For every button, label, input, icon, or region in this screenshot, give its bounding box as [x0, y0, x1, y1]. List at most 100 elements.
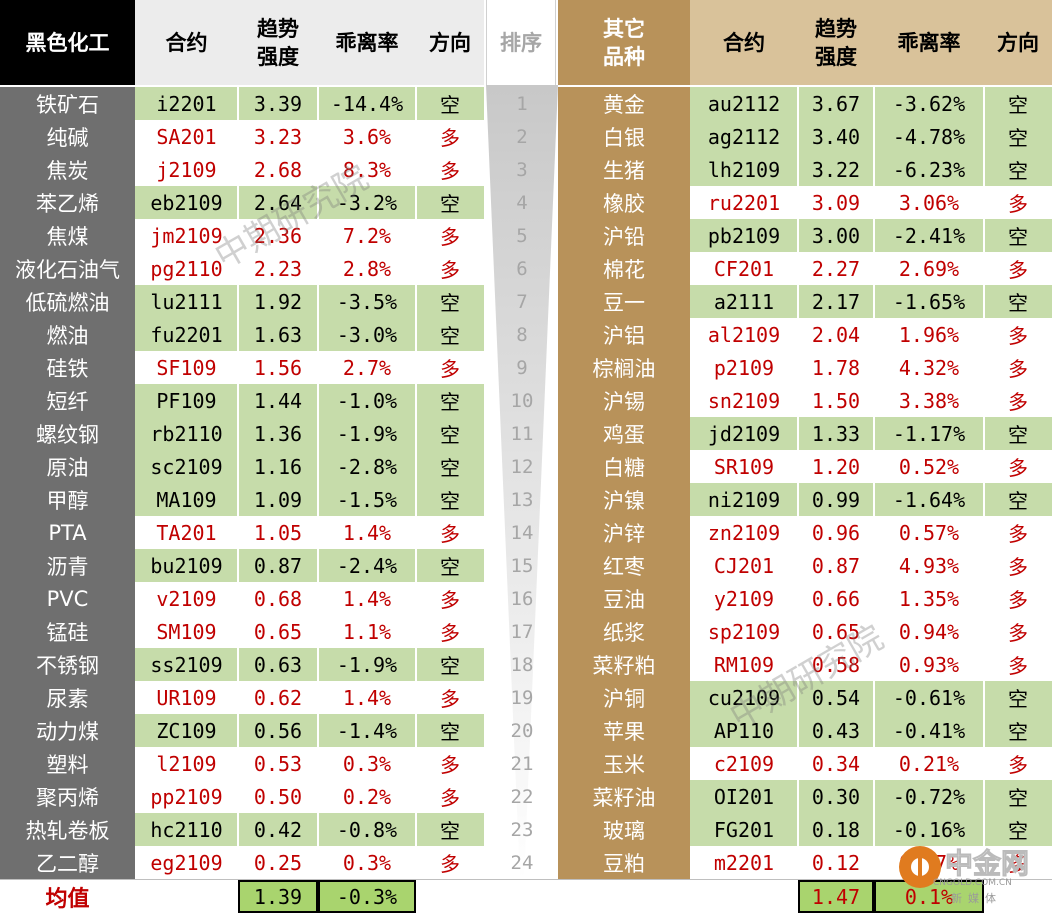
right-direction: 空 [984, 285, 1052, 318]
footer-average-label: 均值 [45, 886, 90, 912]
left-contract-code: SM109 [135, 615, 238, 648]
left-commodity-name: 锰硅 [0, 615, 135, 648]
header-direction-right: 方向 [984, 0, 1052, 85]
right-deviation-rate: -0.41% [874, 714, 984, 747]
rank-number: 4 [516, 191, 528, 214]
right-contract-code: ni2109 [690, 483, 798, 516]
left-trend-strength: 0.50 [238, 780, 318, 813]
right-commodity-name: 菜籽油 [558, 780, 690, 813]
header-trend-line1: 趋势 [257, 16, 299, 41]
logo-name: 中金网 [944, 847, 1030, 881]
right-commodity-name: 沪铜 [558, 681, 690, 714]
left-commodity-name: 焦炭 [0, 153, 135, 186]
right-direction: 多 [984, 186, 1052, 219]
footer-right-trend-average: 1.47 [798, 880, 874, 913]
rank-number: 17 [510, 620, 534, 643]
right-direction: 多 [984, 615, 1052, 648]
footer-left-deviation-average: -0.3% [318, 880, 416, 913]
right-deviation-rate: -1.65% [874, 285, 984, 318]
left-trend-strength: 1.56 [238, 351, 318, 384]
footer-divider [0, 879, 1052, 880]
rank-number: 12 [510, 455, 534, 478]
left-commodity-name: 不锈钢 [0, 648, 135, 681]
left-commodity-name: 硅铁 [0, 351, 135, 384]
left-contract-code: pg2110 [135, 252, 238, 285]
left-direction: 空 [416, 285, 484, 318]
right-contract-code: CF201 [690, 252, 798, 285]
right-commodity-name: 豆油 [558, 582, 690, 615]
left-contract-code: lu2111 [135, 285, 238, 318]
right-trend-strength: 0.12 [798, 846, 874, 879]
right-trend-strength: 0.65 [798, 615, 874, 648]
header-left-section: 黑色化工 [0, 0, 135, 85]
left-direction: 多 [416, 615, 484, 648]
left-contract-code: eb2109 [135, 186, 238, 219]
left-deviation-rate: -3.5% [318, 285, 416, 318]
right-trend-strength: 3.00 [798, 219, 874, 252]
left-commodity-name: PTA [0, 516, 135, 549]
left-commodity-name: 原油 [0, 450, 135, 483]
left-contract-code: MA109 [135, 483, 238, 516]
right-trend-strength: 3.67 [798, 87, 874, 120]
left-contract-code: SA201 [135, 120, 238, 153]
left-direction: 空 [416, 714, 484, 747]
left-direction: 空 [416, 450, 484, 483]
right-deviation-rate: 0.21% [874, 747, 984, 780]
right-trend-strength: 0.96 [798, 516, 874, 549]
column-separator [415, 85, 417, 880]
right-contract-code: lh2109 [690, 153, 798, 186]
left-deviation-rate: -14.4% [318, 87, 416, 120]
left-deviation-rate: 0.2% [318, 780, 416, 813]
left-contract-code: fu2201 [135, 318, 238, 351]
rank-number: 13 [510, 488, 534, 511]
right-direction: 空 [984, 780, 1052, 813]
left-commodity-name: 苯乙烯 [0, 186, 135, 219]
left-trend-strength: 1.92 [238, 285, 318, 318]
right-trend-strength: 3.09 [798, 186, 874, 219]
right-direction: 多 [984, 648, 1052, 681]
right-trend-strength: 2.27 [798, 252, 874, 285]
right-contract-code: zn2109 [690, 516, 798, 549]
left-commodity-name: 尿素 [0, 681, 135, 714]
left-trend-strength: 0.25 [238, 846, 318, 879]
left-direction: 多 [416, 846, 484, 879]
logo-emblem-icon [899, 846, 941, 888]
right-direction: 空 [984, 153, 1052, 186]
right-deviation-rate: -0.16% [874, 813, 984, 846]
header-right-line1: 其它 [603, 16, 645, 41]
left-commodity-name: 聚丙烯 [0, 780, 135, 813]
right-trend-strength: 0.34 [798, 747, 874, 780]
left-commodity-name: 塑料 [0, 747, 135, 780]
right-commodity-name: 沪铝 [558, 318, 690, 351]
left-trend-strength: 0.56 [238, 714, 318, 747]
left-contract-code: pp2109 [135, 780, 238, 813]
left-contract-code: j2109 [135, 153, 238, 186]
left-direction: 空 [416, 483, 484, 516]
right-direction: 多 [984, 252, 1052, 285]
column-separator [237, 85, 239, 880]
left-trend-strength: 2.68 [238, 153, 318, 186]
left-commodity-name: 纯碱 [0, 120, 135, 153]
left-trend-strength: 2.23 [238, 252, 318, 285]
right-deviation-rate: 4.93% [874, 549, 984, 582]
column-separator [983, 85, 985, 880]
left-direction: 空 [416, 384, 484, 417]
right-direction: 空 [984, 417, 1052, 450]
left-direction: 空 [416, 417, 484, 450]
left-contract-code: UR109 [135, 681, 238, 714]
left-trend-strength: 1.05 [238, 516, 318, 549]
header-deviation-right: 乖离率 [874, 0, 984, 85]
right-contract-code: RM109 [690, 648, 798, 681]
right-direction: 空 [984, 681, 1052, 714]
header-trend-line2: 强度 [257, 44, 299, 69]
left-contract-code: jm2109 [135, 219, 238, 252]
left-deviation-rate: 0.3% [318, 846, 416, 879]
header-rank: 排序 [486, 0, 556, 85]
left-commodity-name: 液化石油气 [0, 252, 135, 285]
right-deviation-rate: -4.78% [874, 120, 984, 153]
left-trend-strength: 1.09 [238, 483, 318, 516]
header-contract-left: 合约 [135, 0, 238, 85]
left-trend-strength: 1.44 [238, 384, 318, 417]
right-trend-strength: 1.78 [798, 351, 874, 384]
right-contract-code: sp2109 [690, 615, 798, 648]
